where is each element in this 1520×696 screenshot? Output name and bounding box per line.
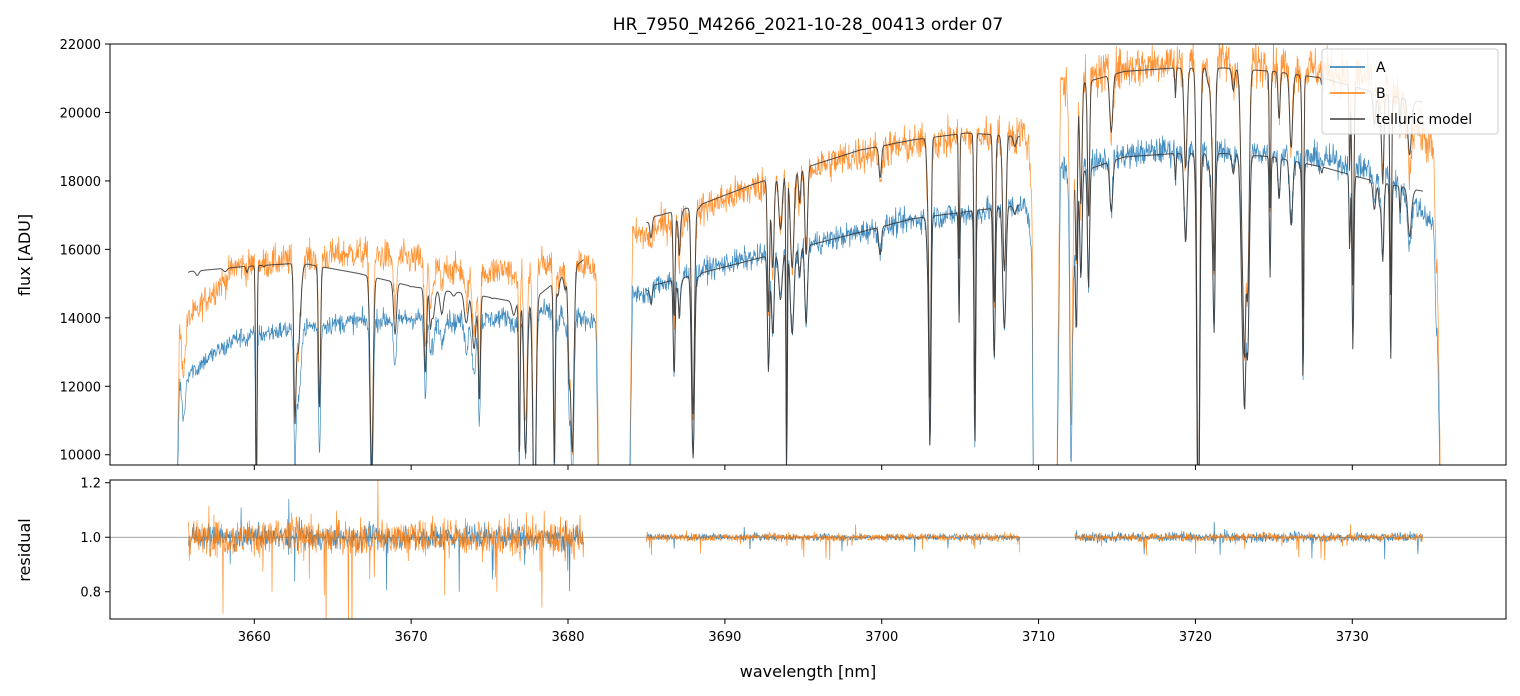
flux-y-label: flux [ADU] (15, 214, 34, 296)
residual-y-tick-label: 1.0 (80, 531, 101, 546)
residual-panel: 0.8 1.0 1.2 3660 3670 3680 3690 3700 3710 3720 37… (15, 477, 1507, 681)
flux-panel: 10000 12000 14000 16000 18000 20000 22000 flux… (15, 38, 1507, 470)
residual-y-label: residual (15, 518, 34, 581)
chart-title: HR_7950_M4266_2021-10-28_00413 order 07 (613, 15, 1003, 35)
flux-y-ticks: 10000 12000 14000 16000 18000 20000 22000 (60, 38, 110, 464)
x-tick-label: 3690 (708, 630, 741, 645)
residual-y-tick-label: 0.8 (80, 586, 101, 601)
residual-series-B-segment-1 (188, 480, 585, 619)
x-tick-label: 3700 (865, 630, 898, 645)
flux-y-tick-label: 20000 (60, 106, 101, 121)
legend-label-telluric: telluric model (1376, 112, 1472, 128)
residual-y-tick-label: 1.2 (80, 477, 101, 492)
x-tick-label: 3680 (551, 630, 584, 645)
legend: A B telluric model (1321, 48, 1499, 135)
telluric-model-segment-2-1 (646, 132, 1020, 424)
legend-box (1321, 48, 1499, 135)
residual-series-B-segment-3 (1074, 524, 1423, 561)
flux-y-tick-label: 18000 (60, 175, 101, 190)
x-tick-label: 3660 (238, 630, 271, 645)
flux-y-tick-label: 12000 (60, 380, 101, 395)
flux-x-ticks (253, 465, 1353, 470)
telluric-model-segment-1-1 (188, 259, 585, 465)
residual-series-A-segment-3 (1074, 521, 1424, 560)
flux-y-tick-label: 10000 (60, 449, 101, 464)
legend-label-A: A (1376, 60, 1386, 76)
flux-series-B-segment-1 (177, 236, 599, 465)
telluric-model-segment-3-2 (1074, 152, 1424, 465)
residual-x-ticks: 3660 3670 3680 3690 3700 3710 3720 3730 (238, 619, 1369, 645)
residual-series-A-segment-1 (188, 498, 584, 592)
flux-axes-frame (109, 43, 1507, 466)
flux-series-group (177, 44, 1441, 465)
flux-y-tick-label: 14000 (60, 312, 101, 327)
x-tick-label: 3710 (1022, 630, 1055, 645)
residual-series-group (110, 480, 1506, 619)
x-axis-label: wavelength [nm] (740, 662, 877, 681)
residual-series-B-segment-2 (646, 524, 1021, 561)
residual-axes-frame (109, 479, 1507, 620)
flux-y-tick-label: 22000 (60, 38, 101, 53)
x-tick-label: 3730 (1336, 630, 1369, 645)
flux-series-A-segment-1 (177, 298, 599, 465)
legend-label-B: B (1376, 86, 1386, 102)
x-tick-label: 3670 (395, 630, 428, 645)
residual-y-ticks: 0.8 1.0 1.2 (80, 477, 110, 601)
x-tick-label: 3720 (1179, 630, 1212, 645)
telluric-model-segment-2-2 (646, 204, 1020, 465)
flux-y-tick-label: 16000 (60, 243, 101, 258)
